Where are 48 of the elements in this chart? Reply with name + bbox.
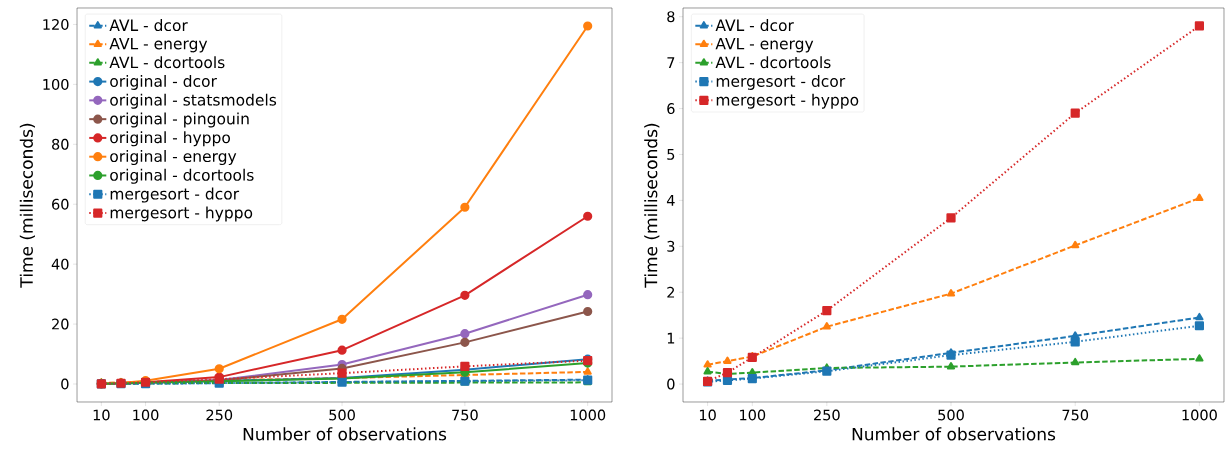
legend-label: mergesort - dcor <box>716 74 846 90</box>
legend-label: original - dcor <box>110 74 217 90</box>
y-tick-label: 0 <box>667 378 675 390</box>
legend-label: AVL - dcor <box>109 19 188 32</box>
legend-label: AVL - dcortools <box>715 56 831 69</box>
x-tick-label: 500 <box>938 409 964 421</box>
legend-label: original - dcortools <box>110 168 254 184</box>
x-tick-label: 250 <box>206 409 233 421</box>
x-tick-label: 250 <box>814 409 840 421</box>
y-tick-label: 4 <box>666 195 675 206</box>
y-axis-title: Time (milliseconds) <box>644 123 660 288</box>
x-tick-label: 10 <box>93 409 110 421</box>
x-tick-label: 1000 <box>570 409 606 421</box>
legend-label: mergesort - hyppo <box>716 93 859 109</box>
y-tick-label: 100 <box>43 78 69 90</box>
x-axis-title: Number of observations <box>852 427 1056 441</box>
y-tick-label: 40 <box>51 258 69 270</box>
x-axis-title: Number of observations <box>243 427 447 441</box>
x-tick-label: 100 <box>740 409 766 421</box>
y-tick-label: 5 <box>667 149 675 160</box>
legend-label: original - energy <box>110 150 237 166</box>
x-tick-label: 750 <box>1062 409 1089 421</box>
y-tick-label: 60 <box>52 198 69 210</box>
y-tick-label: 20 <box>52 318 69 330</box>
y-tick-label: 8 <box>667 11 675 23</box>
y-tick-label: 3 <box>667 240 675 252</box>
legend-label: AVL - dcor <box>715 19 794 32</box>
y-axis-title: Time (milliseconds) <box>19 123 35 288</box>
legend-label: original - statsmodels <box>110 93 277 109</box>
y-tick-label: 120 <box>43 18 69 30</box>
y-tick-label: 0 <box>61 378 69 390</box>
y-tick-label: 1 <box>667 332 675 344</box>
x-tick-label: 1000 <box>1182 409 1217 421</box>
y-tick-label: 2 <box>667 286 675 298</box>
x-tick-label: 500 <box>329 409 355 421</box>
legend-label: original - pingouin <box>110 112 249 128</box>
legend-label: AVL - energy <box>109 37 208 53</box>
y-tick-label: 7 <box>667 57 675 68</box>
y-tick-label: 6 <box>667 103 675 115</box>
legend-label: AVL - dcortools <box>109 56 225 69</box>
legend-label: mergesort - hyppo <box>110 206 253 222</box>
x-tick-label: 100 <box>133 409 159 421</box>
x-tick-label: 750 <box>452 409 478 421</box>
legend-label: original - hyppo <box>110 131 231 147</box>
y-tick-label: 80 <box>52 138 69 150</box>
legend-label: mergesort - dcor <box>110 187 240 203</box>
x-tick-label: 10 <box>699 409 716 421</box>
legend-label: AVL - energy <box>715 37 814 53</box>
